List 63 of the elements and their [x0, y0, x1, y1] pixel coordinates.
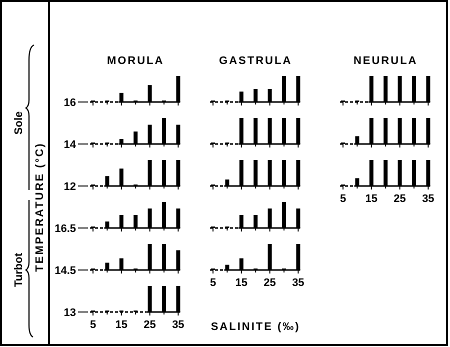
y-axis-title: 12: [64, 181, 76, 193]
bar: [282, 76, 286, 102]
bar: [225, 264, 230, 270]
bar: [105, 222, 110, 228]
bar: [105, 176, 110, 186]
bar: [254, 215, 258, 228]
bar: [282, 202, 286, 228]
bar: [296, 76, 300, 102]
bar: [176, 124, 180, 144]
y-axis-title: 16.5: [54, 223, 76, 235]
y-axis-title: 14: [64, 139, 77, 151]
bar: [268, 89, 272, 102]
bar: [176, 160, 180, 186]
bar: [148, 85, 152, 102]
bar: [148, 244, 152, 270]
bar: [148, 160, 152, 186]
y-axis-title: 16: [64, 97, 76, 109]
text: TEMPERATURE (°C): [34, 142, 46, 272]
bar: [162, 160, 166, 186]
x-tick-label: 25: [394, 193, 406, 205]
y-axis-title: 13: [64, 307, 76, 319]
x-tick-label: 35: [422, 193, 434, 205]
y-axis-title: 14.5: [54, 265, 76, 277]
x-tick-label: 5: [90, 319, 96, 331]
x-tick-label: 35: [172, 319, 184, 331]
bar: [254, 89, 258, 102]
x-tick-label: 25: [264, 277, 276, 289]
bar: [162, 202, 166, 228]
bar: [268, 208, 272, 228]
bar: [296, 244, 300, 270]
bar: [119, 92, 124, 102]
bar: [134, 215, 138, 228]
bar: [105, 262, 110, 270]
bar: [239, 92, 244, 102]
chart-title: MORULA: [106, 55, 164, 67]
text: Turbot: [13, 252, 25, 288]
bar: [162, 244, 166, 270]
bar: [148, 208, 152, 228]
x-tick-label: 35: [292, 277, 304, 289]
bar: [134, 132, 138, 144]
bar: [268, 244, 272, 270]
bar: [162, 118, 166, 144]
chart-title: NEURULA: [353, 55, 418, 67]
bar: [176, 250, 180, 270]
x-tick-label: 15: [235, 277, 248, 289]
x-tick-label: 25: [144, 319, 156, 331]
bar: [119, 258, 124, 270]
text: Sole: [13, 111, 25, 135]
bar: [239, 258, 244, 270]
x-tick-label: 5: [340, 193, 346, 205]
x-axis-title: SALINITE (‰): [210, 321, 300, 333]
bar: [176, 76, 180, 102]
bar: [296, 208, 300, 228]
x-tick-label: 15: [365, 193, 378, 205]
x-tick-label: 5: [210, 277, 216, 289]
x-tick-label: 15: [115, 319, 128, 331]
chart-title: GASTRULA: [219, 55, 292, 67]
bar: [119, 168, 124, 186]
bar: [176, 208, 180, 228]
bar: [119, 215, 124, 228]
bar: [119, 139, 124, 144]
bar: [148, 124, 152, 144]
bar: [239, 215, 244, 228]
